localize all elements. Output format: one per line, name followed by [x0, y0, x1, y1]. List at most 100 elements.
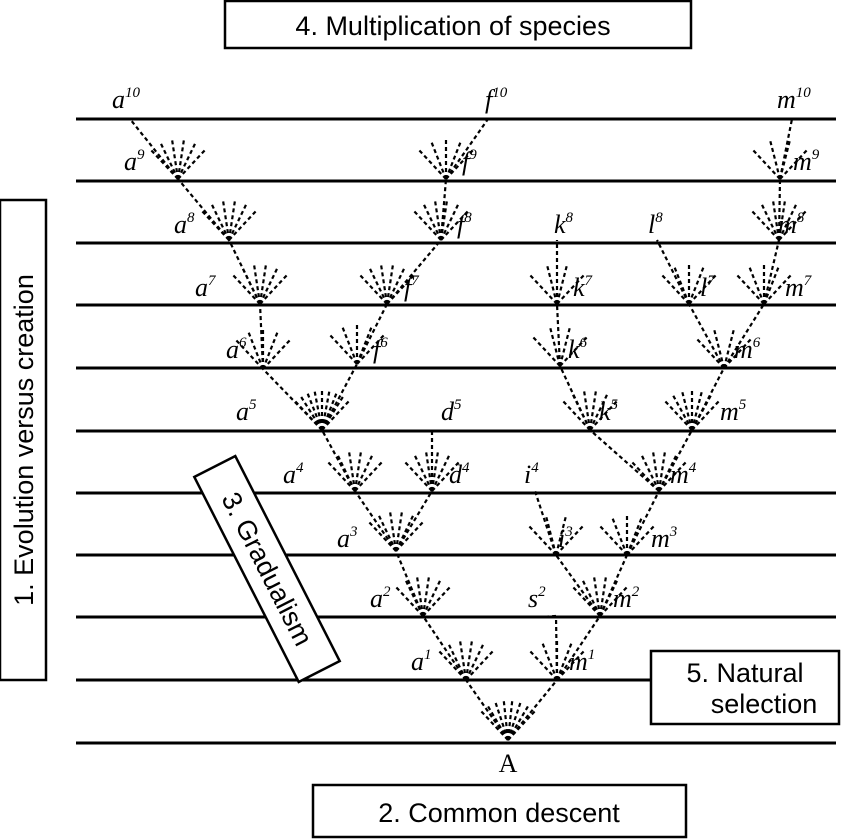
branch-line — [336, 454, 356, 492]
branch-line — [673, 266, 691, 305]
branch-line — [625, 517, 643, 556]
node-label-a6: a6 — [226, 335, 247, 364]
branch-line — [539, 614, 557, 619]
branch-line — [367, 520, 397, 552]
node-label-m8: m8 — [778, 210, 805, 239]
node-label-a9: a9 — [124, 147, 145, 176]
branch-line — [630, 460, 660, 492]
node-label-m5: m5 — [720, 397, 747, 426]
branch-line — [555, 303, 562, 367]
branch-line — [228, 209, 258, 241]
node-label-m4: m4 — [670, 460, 697, 489]
branch-line — [589, 429, 660, 492]
evolution-versus-creation-label: 1. Evolution versus creation — [9, 274, 39, 606]
ancestor-label: A — [499, 749, 518, 778]
branch-line — [750, 209, 780, 241]
gradualism-label: 3. Gradualism — [215, 487, 318, 650]
branch-line — [355, 326, 373, 365]
node-label-l8: l8 — [648, 210, 663, 239]
branch-line — [556, 615, 601, 681]
node-label-a5: a5 — [236, 397, 257, 426]
branch-line — [691, 367, 725, 431]
natural-selection-box: 5. Natural selection — [649, 649, 841, 726]
node-label-l7: l7 — [700, 273, 716, 302]
natural-selection-label-line2: selection — [711, 689, 818, 719]
branch-line — [762, 266, 780, 305]
node-label-f9: f9 — [462, 147, 477, 176]
branch-line — [555, 554, 601, 617]
node-label-m6: m6 — [734, 335, 761, 364]
node-label-a8: a8 — [174, 210, 195, 239]
branch-line — [358, 273, 388, 305]
branch-line — [656, 239, 690, 305]
branch-line — [354, 490, 397, 552]
node-label-m3: m3 — [651, 524, 677, 553]
branch-line — [228, 203, 248, 241]
branch-line — [422, 585, 452, 617]
branch-line — [571, 393, 591, 431]
natural-selection-label-line1: 5. Natural — [686, 658, 803, 688]
node-label-a2: a2 — [370, 584, 391, 613]
node-label-m7: m7 — [785, 273, 813, 302]
branch-line — [430, 141, 448, 180]
branch-line — [386, 239, 442, 305]
branch-line — [394, 585, 424, 617]
common-descent-box: 2. Common descent — [311, 783, 688, 839]
branch-line — [377, 514, 397, 552]
gradualism-box: 3. Gradualism — [192, 454, 342, 684]
node-label-f7: f7 — [404, 273, 420, 302]
node-label-d4: d4 — [449, 460, 470, 489]
branch-line — [321, 363, 358, 431]
branch-line — [417, 148, 447, 180]
branch-line — [404, 579, 424, 617]
branch-line — [735, 273, 765, 305]
branch-line — [611, 517, 629, 556]
branch-line — [658, 429, 693, 492]
branch-line — [762, 239, 781, 305]
branch-line — [328, 333, 358, 365]
branch-line — [354, 454, 374, 492]
branch-line — [507, 679, 558, 741]
branch-line — [528, 649, 558, 681]
node-label-k8: k8 — [554, 210, 574, 239]
node-label-k7: k7 — [573, 273, 594, 302]
node-labels: a10 f10 m10 a9 f9 m9 a8 f8 k8 l8 m8 a7 f7 k7 l7 m7 a6 f6 k… — [112, 85, 820, 676]
multiplication-of-species-label: 4. Multiplication of species — [295, 11, 610, 41]
branch-line — [261, 331, 279, 370]
node-label-a7: a7 — [195, 273, 217, 302]
branch-line — [431, 454, 451, 492]
branch-line — [506, 700, 514, 741]
branch-line — [465, 679, 509, 741]
node-label-m2: m2 — [613, 584, 640, 613]
branch-line — [262, 338, 292, 370]
node-label-m9: m9 — [793, 147, 820, 176]
common-descent-label: 2. Common descent — [378, 798, 620, 828]
branch-line — [231, 273, 261, 305]
branch-line — [598, 524, 628, 556]
node-label-i3: i3 — [558, 524, 573, 553]
branch-line — [177, 142, 197, 180]
branch-line — [354, 460, 384, 492]
branch-line — [262, 368, 323, 431]
branch-line — [403, 460, 433, 492]
branch-line — [259, 267, 279, 305]
branch-line — [422, 579, 442, 617]
node-label-a1: a1 — [411, 647, 432, 676]
branch-line — [177, 178, 230, 241]
branch-line — [626, 490, 660, 556]
branch-line — [748, 266, 766, 305]
branch-line — [395, 490, 433, 552]
branch-line — [368, 267, 388, 305]
branch-line — [581, 579, 601, 617]
node-label-k6: k6 — [568, 335, 588, 364]
node-label-a4: a4 — [283, 460, 304, 489]
branch-line — [321, 429, 356, 492]
branch-line — [177, 148, 207, 180]
node-label-m10: m10 — [777, 85, 811, 114]
branch-line — [422, 203, 442, 241]
branch-line — [465, 643, 485, 681]
branch-line — [688, 303, 725, 369]
branch-line — [533, 490, 558, 556]
branch-line — [541, 642, 559, 681]
branch-line — [640, 454, 660, 492]
